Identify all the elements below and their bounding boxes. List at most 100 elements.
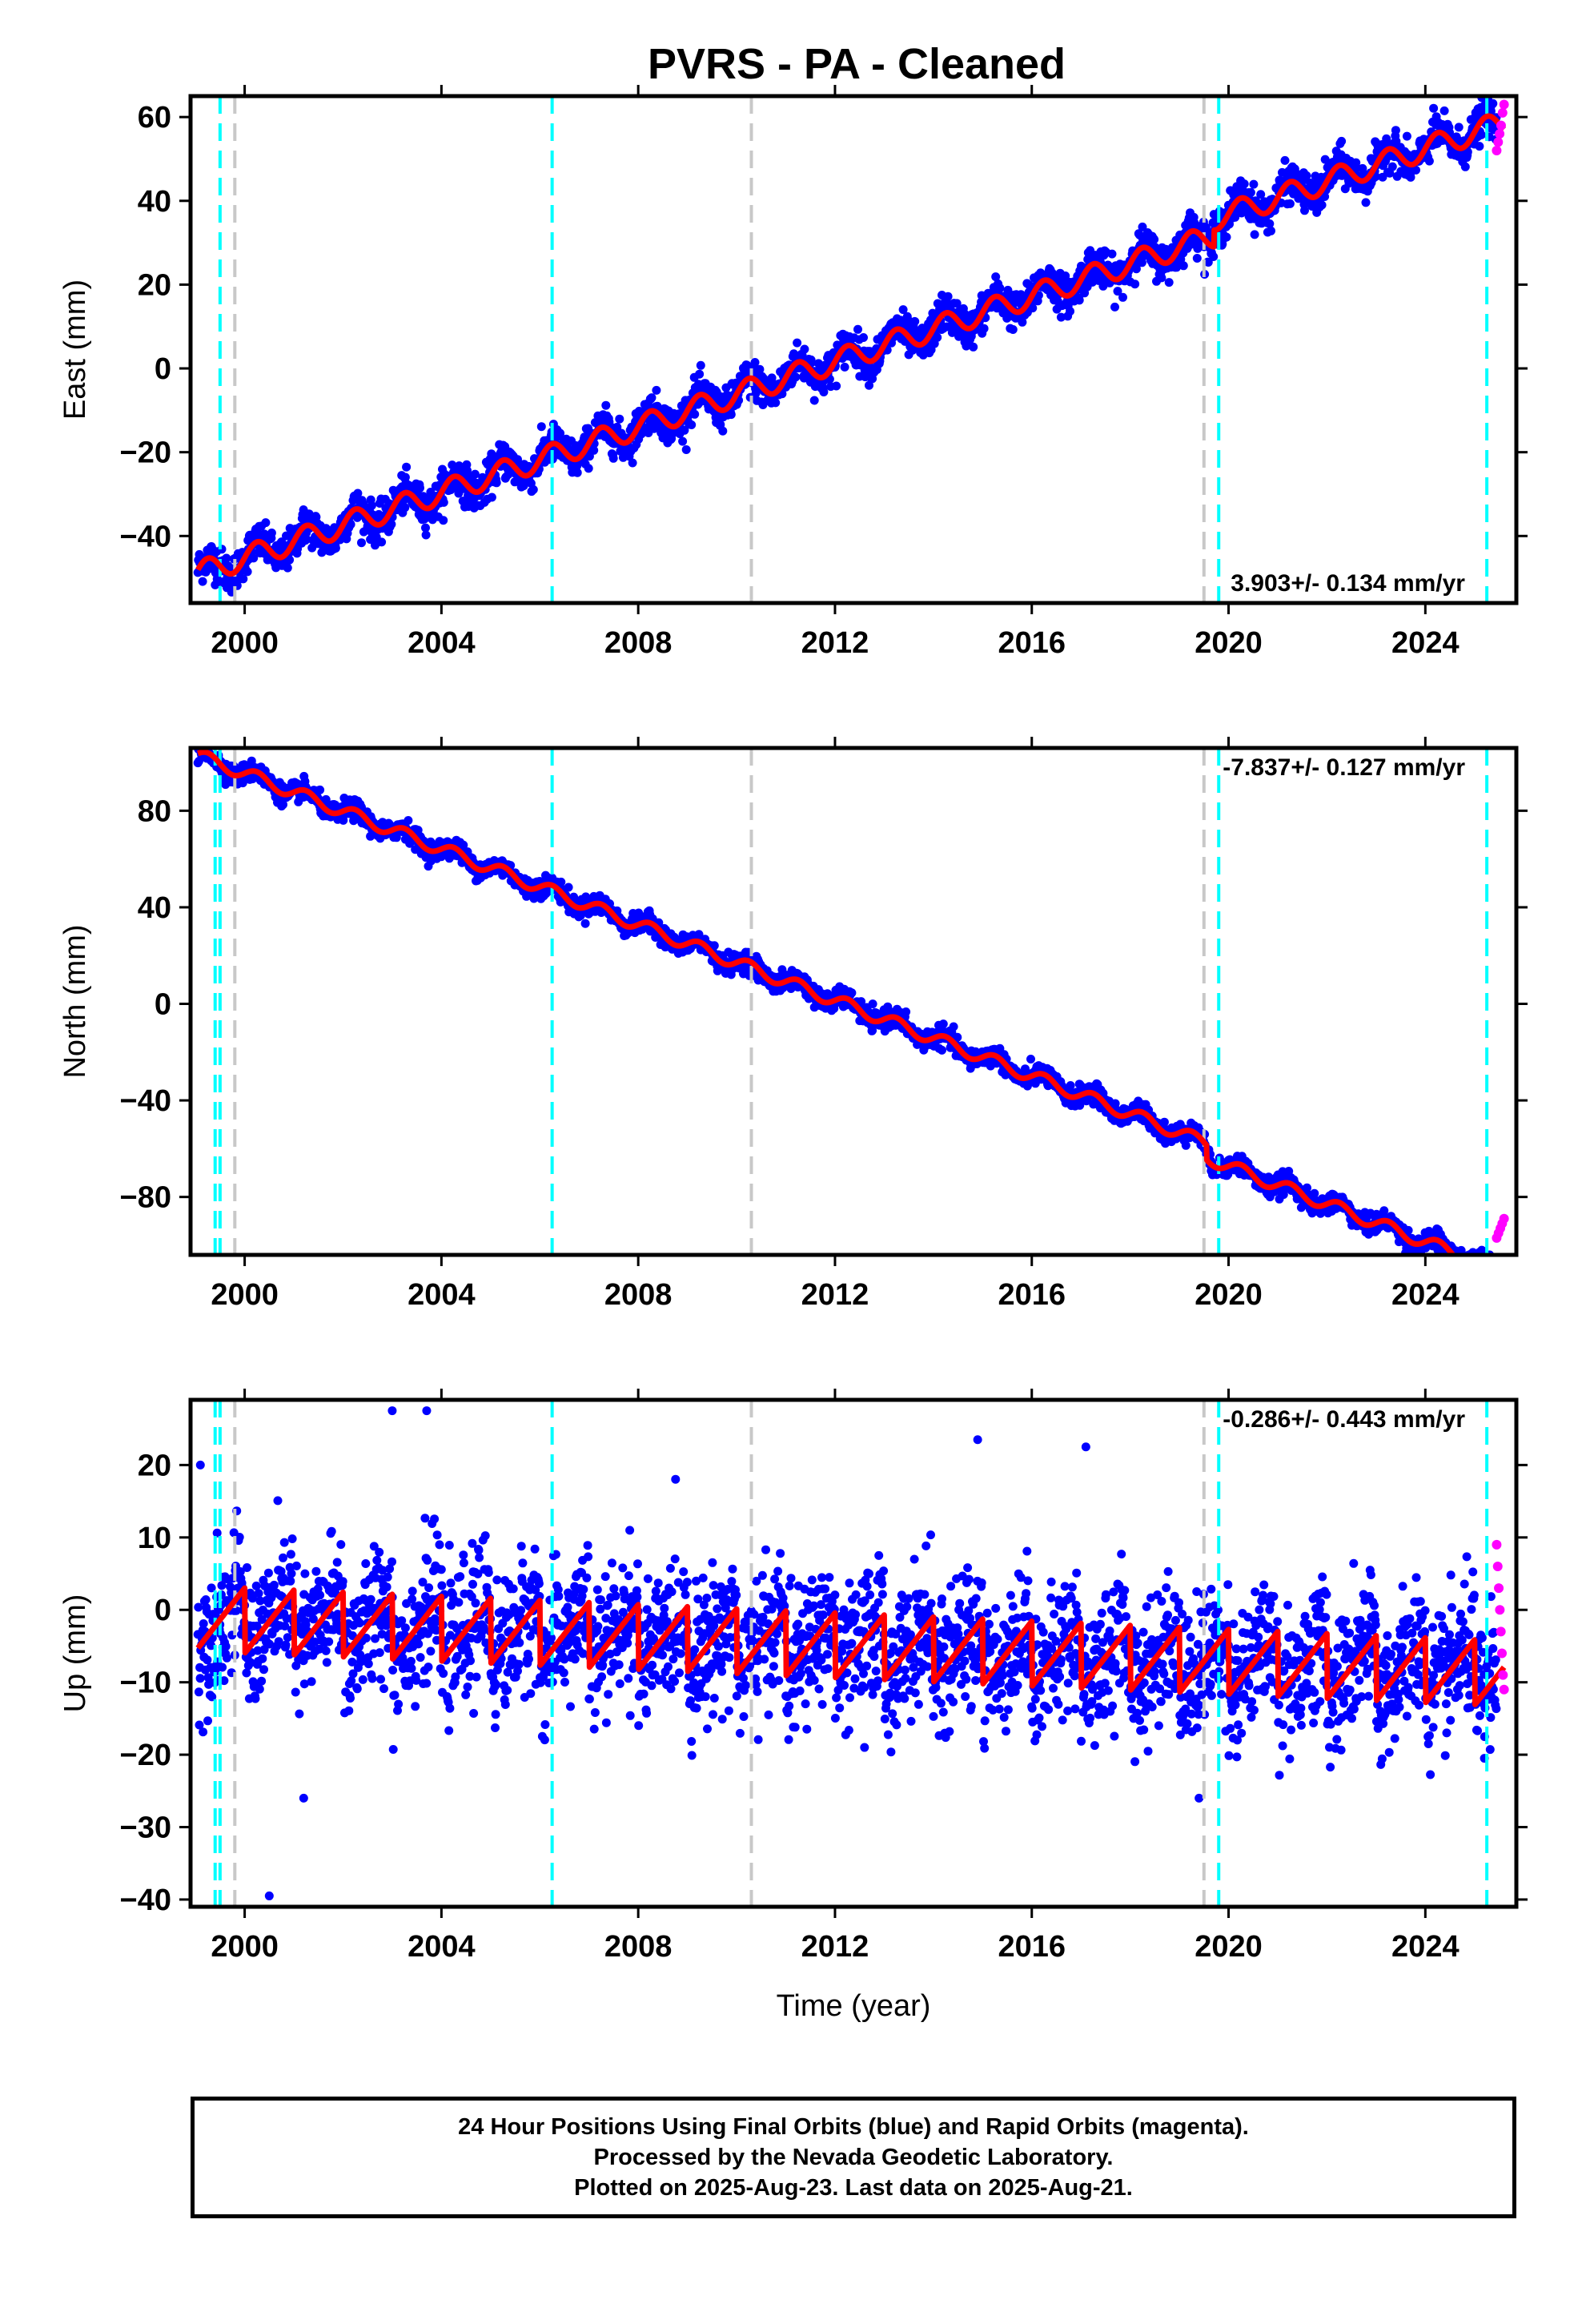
east-data-point: [840, 362, 849, 372]
east-data-point: [572, 468, 582, 477]
east-data-point: [853, 324, 862, 334]
east-y-tick-label: 0: [155, 352, 171, 386]
east-data-point: [608, 453, 618, 463]
east-data-point: [331, 544, 340, 553]
east-data-point: [1164, 278, 1174, 287]
east-data-point: [243, 567, 252, 577]
east-data-point: [910, 316, 920, 326]
east-data-point: [1066, 307, 1074, 316]
east-x-tick-label: 2012: [801, 626, 869, 660]
east-data-point: [1074, 296, 1084, 305]
east-data-point: [402, 462, 412, 472]
east-x-tick-label: 2020: [1195, 626, 1263, 660]
east-data-point: [695, 369, 705, 379]
east-data-point: [367, 501, 376, 510]
east-data-point: [615, 414, 624, 424]
east-data-point: [943, 292, 953, 301]
east-data-point: [1361, 198, 1371, 207]
east-data-point: [628, 458, 637, 468]
north-data-point: [1026, 1055, 1035, 1063]
east-data-point: [1285, 199, 1295, 208]
east-rapid-orbit-point: [1495, 129, 1505, 139]
east-data-point: [832, 381, 841, 391]
east-x-tick-label: 2008: [604, 626, 673, 660]
east-data-point: [1280, 155, 1290, 165]
east-x-tick-label: 2016: [998, 626, 1066, 660]
east-data-point: [1130, 279, 1140, 289]
east-data-point: [1222, 232, 1231, 242]
east-data-point: [1475, 142, 1484, 151]
east-data-point: [1337, 136, 1347, 146]
east-data-point: [556, 428, 565, 438]
east-data-point: [1250, 230, 1259, 239]
plot-area-east: [193, 96, 1509, 603]
east-data-point: [439, 497, 448, 507]
east-data-point: [678, 436, 688, 446]
east-data-point: [487, 493, 496, 502]
north-data-point: [564, 883, 573, 892]
east-data-point: [767, 373, 777, 383]
north-data-point: [404, 816, 413, 825]
east-data-point: [1239, 179, 1249, 189]
east-y-tick-label: 40: [138, 185, 171, 219]
east-data-point: [439, 516, 448, 525]
east-data-point: [933, 332, 942, 342]
east-data-point: [267, 529, 276, 537]
east-data-point: [1178, 261, 1188, 271]
east-rapid-orbit-point: [1497, 107, 1508, 118]
east-data-point: [1107, 249, 1117, 259]
east-y-axis-label: East (mm): [58, 279, 92, 420]
east-rapid-orbit-point: [1492, 146, 1502, 156]
east-data-point: [696, 360, 705, 370]
east-x-tick-label: 2004: [408, 626, 476, 660]
east-rate-label: 3.903+/- 0.134 mm/yr: [1231, 570, 1465, 597]
east-data-point: [249, 553, 259, 563]
north-data-point: [847, 988, 857, 998]
east-data-point: [1391, 126, 1400, 135]
east-data-point: [750, 358, 760, 367]
east-data-point: [865, 380, 873, 390]
east-rapid-orbit-point: [1493, 137, 1504, 147]
east-data-point: [681, 445, 691, 454]
east-data-point: [771, 398, 781, 408]
east-y-tick-label: 60: [138, 101, 171, 135]
east-data-point: [1209, 252, 1219, 261]
east-data-point: [800, 344, 809, 354]
east-data-point: [793, 338, 802, 348]
east-y-tick-label: 20: [138, 268, 171, 302]
east-data-point: [819, 388, 829, 396]
east-data-point: [791, 372, 801, 382]
east-data-point: [1460, 162, 1470, 171]
east-data-point: [1454, 123, 1464, 132]
east-data-point: [357, 538, 366, 548]
east-data-point: [346, 520, 355, 529]
east-data-point: [353, 489, 363, 498]
north-data-point: [868, 999, 877, 1009]
east-data-point: [1406, 172, 1415, 182]
east-x-tick-label: 2024: [1391, 626, 1460, 660]
north-data-point: [580, 919, 590, 928]
east-data-point: [969, 342, 978, 352]
east-data-point: [198, 577, 207, 586]
east-data-point: [718, 426, 728, 436]
east-data-point: [377, 537, 387, 547]
east-data-point: [1387, 162, 1397, 171]
east-data-point: [680, 425, 689, 435]
north-data-point: [901, 1007, 911, 1016]
east-data-point: [222, 553, 231, 563]
east-data-point: [285, 555, 295, 565]
east-data-point: [426, 488, 436, 497]
east-data-point: [979, 324, 989, 333]
east-data-point: [1488, 99, 1498, 108]
east-data-point: [1424, 156, 1434, 166]
east-data-point: [687, 420, 697, 429]
east-data-point: [1402, 131, 1411, 141]
east-data-point: [589, 445, 599, 455]
east-data-point: [726, 410, 736, 420]
east-data-point: [416, 483, 424, 493]
north-data-point: [949, 1022, 958, 1031]
